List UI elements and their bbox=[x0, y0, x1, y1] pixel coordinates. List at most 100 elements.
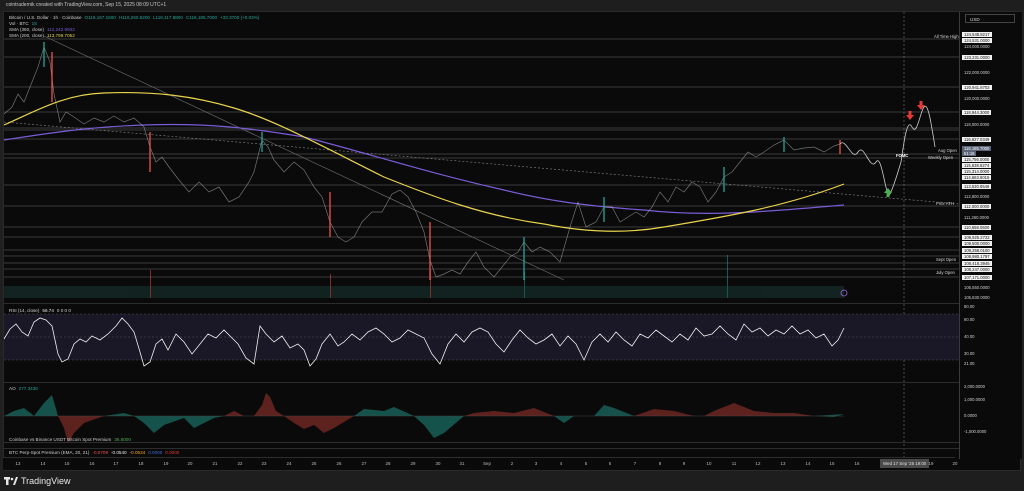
descending-trendline bbox=[43, 35, 565, 281]
x-tick: 16 bbox=[854, 461, 860, 466]
sma360-label: SMA (360, close) bbox=[9, 27, 44, 32]
x-tick: 16 bbox=[89, 461, 95, 466]
price-axis[interactable]: USD 124,548.8217 124,531.0000 124,000.00… bbox=[959, 12, 1022, 459]
aug-open-label: Aug Open bbox=[938, 148, 957, 153]
symbol-title: Bitcoin / U.S. Dollar · 1h · Coinbase bbox=[9, 15, 82, 20]
rsi-legend[interactable]: RSI (14, close) 56.74 0 0 0 0 bbox=[9, 308, 74, 314]
price-label: 122,000.0000 bbox=[964, 70, 990, 75]
x-tick: 17 bbox=[113, 461, 119, 466]
rsi-extras: 0 0 0 0 bbox=[56, 308, 71, 313]
dashed-trendline bbox=[3, 121, 960, 205]
price-label: 111,260.0000 bbox=[964, 215, 989, 220]
price-label: 113,530.6546 bbox=[962, 184, 992, 189]
pane-divider[interactable] bbox=[4, 448, 1021, 449]
price-plot[interactable]: Bitcoin / U.S. Dollar · 1h · Coinbase O11… bbox=[3, 12, 1021, 459]
rsi-line bbox=[4, 317, 845, 367]
perp-v1: -0.0709 bbox=[92, 450, 109, 455]
ao-chart-svg bbox=[4, 393, 844, 443]
ohlc-close: C116,185.7000 bbox=[185, 15, 217, 20]
horizontal-levels bbox=[4, 38, 959, 278]
candle-countdown: 51:16 bbox=[962, 151, 977, 156]
x-tick: 27 bbox=[361, 461, 367, 466]
x-tick: 29 bbox=[410, 461, 416, 466]
x-tick: 18 bbox=[138, 461, 144, 466]
ao-label: AO bbox=[9, 386, 16, 391]
price-label: 123,231.0000 bbox=[962, 55, 992, 60]
rsi-value: 56.74 bbox=[42, 308, 54, 313]
price-label: 112,800.0000 bbox=[964, 194, 990, 199]
ao-legend[interactable]: AO 277.3430 bbox=[9, 386, 41, 392]
x-tick: 3 bbox=[534, 461, 538, 466]
x-tick: 10 bbox=[706, 461, 712, 466]
x-tick: 30 bbox=[435, 461, 441, 466]
x-tick: 7 bbox=[633, 461, 637, 466]
ao-axis-label: -1,000.0000 bbox=[964, 429, 987, 434]
price-chart-svg bbox=[3, 12, 960, 459]
price-label: 114,663.6015 bbox=[962, 175, 992, 180]
x-tick: 28 bbox=[385, 461, 391, 466]
premium-label: Coinbase vs Binance USDT Bitcoin Spot Pr… bbox=[9, 437, 112, 442]
event-marker-icon bbox=[840, 289, 848, 297]
pane-divider[interactable] bbox=[4, 442, 1021, 443]
fomc-label: FOMC bbox=[896, 153, 909, 158]
x-tick: 24 bbox=[286, 461, 292, 466]
vol-label: Vol · BTC bbox=[9, 21, 29, 26]
ohlc-open: O116,157.1500 bbox=[84, 15, 116, 20]
sma200-label: SMA (200, close) bbox=[9, 33, 44, 38]
price-label: 124,531.0000 bbox=[962, 38, 992, 43]
tradingview-icon bbox=[4, 477, 18, 485]
price-label: 107,171.0000 bbox=[962, 275, 992, 280]
sma-200-line bbox=[3, 91, 845, 232]
price-label: 124,000.0000 bbox=[964, 44, 990, 49]
x-tick: 20 bbox=[952, 461, 958, 466]
x-tick: 22 bbox=[237, 461, 243, 466]
arrow-down-icon bbox=[906, 111, 914, 120]
time-cursor-label: Wed 17 Sep '25 19:00 bbox=[880, 459, 930, 468]
price-label: 105,830.0000 bbox=[964, 295, 990, 300]
x-tick: 19 bbox=[163, 461, 169, 466]
volume-bars bbox=[4, 255, 844, 298]
arrow-up-icon bbox=[884, 188, 892, 197]
symbol-legend[interactable]: Bitcoin / U.S. Dollar · 1h · Coinbase O11… bbox=[9, 15, 262, 39]
x-tick: 9 bbox=[682, 461, 686, 466]
tradingview-logo[interactable]: TradingView bbox=[4, 476, 71, 486]
price-label: 118,000.0000 bbox=[964, 122, 990, 127]
x-tick: Sep bbox=[483, 461, 491, 466]
price-label: 115,314.0000 bbox=[962, 169, 992, 174]
price-label: 120,941.8702 bbox=[962, 85, 992, 90]
ath-label: All Time High bbox=[934, 34, 959, 39]
chart-frame[interactable]: Bitcoin / U.S. Dollar · 1h · Coinbase O11… bbox=[3, 11, 1022, 471]
price-label: 115,756.0000 bbox=[962, 157, 992, 162]
x-tick: 6 bbox=[608, 461, 612, 466]
price-label: 109,500.0000 bbox=[962, 241, 992, 246]
premium-legend[interactable]: Coinbase vs Binance USDT Bitcoin Spot Pr… bbox=[9, 437, 134, 443]
x-tick: 25 bbox=[311, 461, 317, 466]
price-label: 120,000.0000 bbox=[964, 96, 990, 101]
pane-divider[interactable] bbox=[4, 303, 1021, 304]
x-tick: 13 bbox=[15, 461, 21, 466]
rsi-axis-label: 21.00 bbox=[964, 361, 975, 366]
price-label: 124,548.8217 bbox=[962, 32, 992, 37]
vol-value: 18 bbox=[31, 21, 37, 26]
perp-legend[interactable]: BTC Perp-Spot Premium (EMA, 20, 21) -0.07… bbox=[9, 450, 182, 456]
x-tick: 12 bbox=[755, 461, 761, 466]
time-axis[interactable]: 13 14 15 16 17 18 19 20 21 22 23 24 25 2… bbox=[3, 457, 958, 470]
x-tick: 21 bbox=[212, 461, 218, 466]
x-tick: 2 bbox=[510, 461, 514, 466]
x-tick: 14 bbox=[805, 461, 811, 466]
price-label: 118,944.3000 bbox=[962, 110, 992, 115]
rsi-axis-label: 80.00 bbox=[964, 304, 975, 309]
x-tick: 14 bbox=[40, 461, 46, 466]
ao-value: 277.3430 bbox=[18, 386, 38, 391]
currency-selector[interactable]: USD bbox=[965, 14, 1015, 23]
price-label: 108,418.3945 bbox=[962, 261, 992, 266]
candles bbox=[43, 42, 841, 280]
july-open-label: July Open bbox=[936, 270, 955, 275]
attribution-bar: cointradernik created with TradingView.c… bbox=[0, 0, 1024, 11]
pane-divider[interactable] bbox=[4, 382, 1021, 383]
weekly-open-label: Weekly Open bbox=[928, 155, 954, 160]
x-tick: 15 bbox=[64, 461, 70, 466]
rsi-chart-svg bbox=[4, 313, 959, 367]
sma-360-line bbox=[3, 123, 845, 214]
x-tick: 26 bbox=[336, 461, 342, 466]
